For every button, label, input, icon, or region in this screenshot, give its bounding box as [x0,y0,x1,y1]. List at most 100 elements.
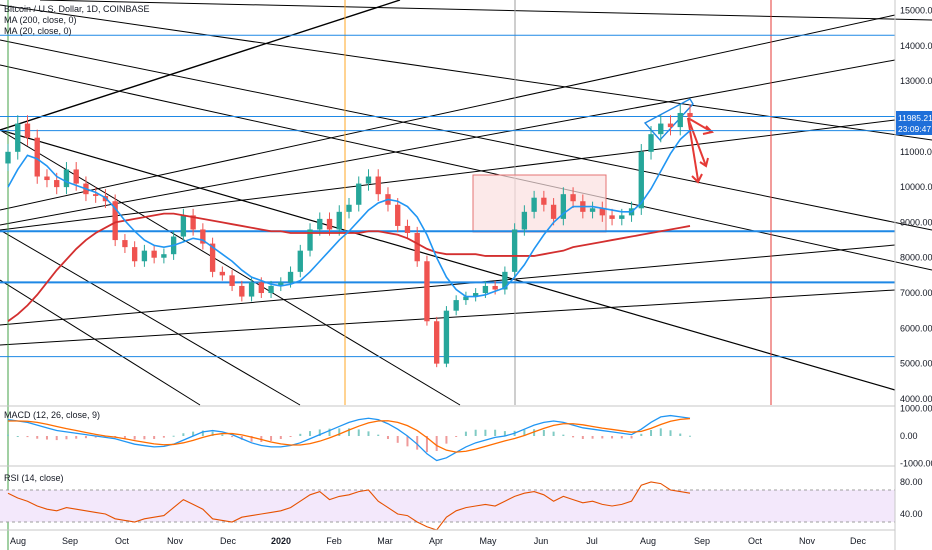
price-tick-label: 15000.00 [900,6,932,16]
time-tick-label: Mar [377,536,393,546]
time-tick-label: Jul [586,536,598,546]
macd-histogram-bar [542,430,545,436]
rsi-legend[interactable]: RSI (14, close) [4,473,64,483]
trend-line [0,4,932,141]
candle-body [589,208,596,212]
candle-body [229,275,235,286]
ma20-legend[interactable]: MA (20, close, 0) [4,26,72,36]
candle-body [44,176,50,181]
candle-body [550,204,557,219]
macd-histogram-bar [367,431,370,436]
macd-legend[interactable]: MACD (12, 26, close, 9) [4,410,100,420]
candle-body [531,197,537,212]
price-pane [0,34,895,368]
candle-body [492,285,498,290]
price-tick-label: 7000.00 [900,288,932,298]
candle-body [336,211,342,230]
macd-histogram-bar [474,429,477,436]
macd-histogram-bar [416,436,419,450]
candle-body [219,271,226,276]
price-axis[interactable]: 15000.0014000.0013000.0012000.0011000.00… [900,6,932,519]
trend-line [0,64,932,271]
time-axis[interactable]: Aug Sep Oct Nov Dec 2020 Feb Mar Apr May Jun Jul Aug… [10,536,867,546]
candle-body [424,261,430,322]
candle-body [200,229,206,244]
last-price: 11985.21 [898,113,932,123]
macd-histogram-bar [84,436,87,439]
macd-histogram-bar [669,430,672,436]
macd-histogram-bar [386,436,389,439]
macd-line [7,414,691,462]
candle-body [502,271,508,290]
macd-histogram-bar [425,436,428,453]
candle-body [307,229,313,251]
projection-arrow [687,117,713,133]
trend-line [0,14,896,211]
macd-histogram-bar [650,430,653,436]
rsi-tick-label: 80.00 [900,477,923,487]
candle-body [73,169,79,184]
macd-tick-label: 0.00 [900,431,918,441]
candle-body [404,225,411,234]
bar-countdown: 23:09:47 [898,124,931,134]
candle-body [395,204,401,226]
chart-title: Bitcoin / U.S. Dollar, 1D, COINBASE [4,4,150,14]
signal-line [8,417,691,453]
macd-histogram-bar [104,436,107,438]
candle-body [453,300,459,311]
ma200-legend[interactable]: MA (200, close, 0) [4,15,77,25]
candle-body [5,151,11,164]
macd-histogram-bar [523,429,526,436]
candle-body [375,176,381,195]
macd-histogram-bar [377,434,380,436]
projection-arrow-head [699,157,709,168]
macd-histogram-bar [562,434,565,436]
macd-histogram-bar [36,436,39,439]
macd-histogram-bar [143,436,146,440]
time-tick-label: Oct [115,536,130,546]
macd-histogram-bar [123,436,126,439]
candle-body [560,194,567,219]
candle-body [482,285,489,294]
time-tick-label: Dec [850,536,867,546]
time-tick-label: Aug [640,536,656,546]
candle-body [180,215,187,237]
projection-arrow-head [691,173,703,184]
candle-body [258,282,264,294]
trend-line [0,129,896,391]
rising-wedge [643,98,694,142]
candle-body [434,321,440,364]
candle-body [122,240,128,248]
macd-histogram-bar [464,431,467,436]
candle-body [356,183,362,205]
candle-body [54,180,60,188]
rsi-band [0,490,895,522]
candle-body [34,137,40,177]
macd-histogram-bar [231,436,234,438]
time-tick-label: Feb [326,536,342,546]
candle-body [648,134,654,152]
macd-histogram-bar [221,434,224,436]
candle-body [209,243,216,272]
candle-body [141,250,148,262]
candle-body [24,123,31,138]
macd-histogram-bar [240,436,243,440]
macd-histogram-bar [75,436,78,439]
macd-histogram-bar [26,436,29,438]
price-badge [896,111,932,135]
candle-body [658,123,664,135]
macd-histogram-bar [182,433,185,436]
candle-body [268,285,274,294]
macd-histogram-bar [133,436,136,440]
price-tick-label: 6000.00 [900,323,932,333]
macd-histogram-bar [679,433,682,436]
macd-histogram-bar [591,436,594,439]
macd-pane [7,414,691,462]
trend-line [0,279,201,406]
candle-body [638,151,644,209]
macd-histogram-bar [581,436,584,439]
macd-histogram-bar [484,429,487,436]
time-tick-label: Sep [694,536,710,546]
